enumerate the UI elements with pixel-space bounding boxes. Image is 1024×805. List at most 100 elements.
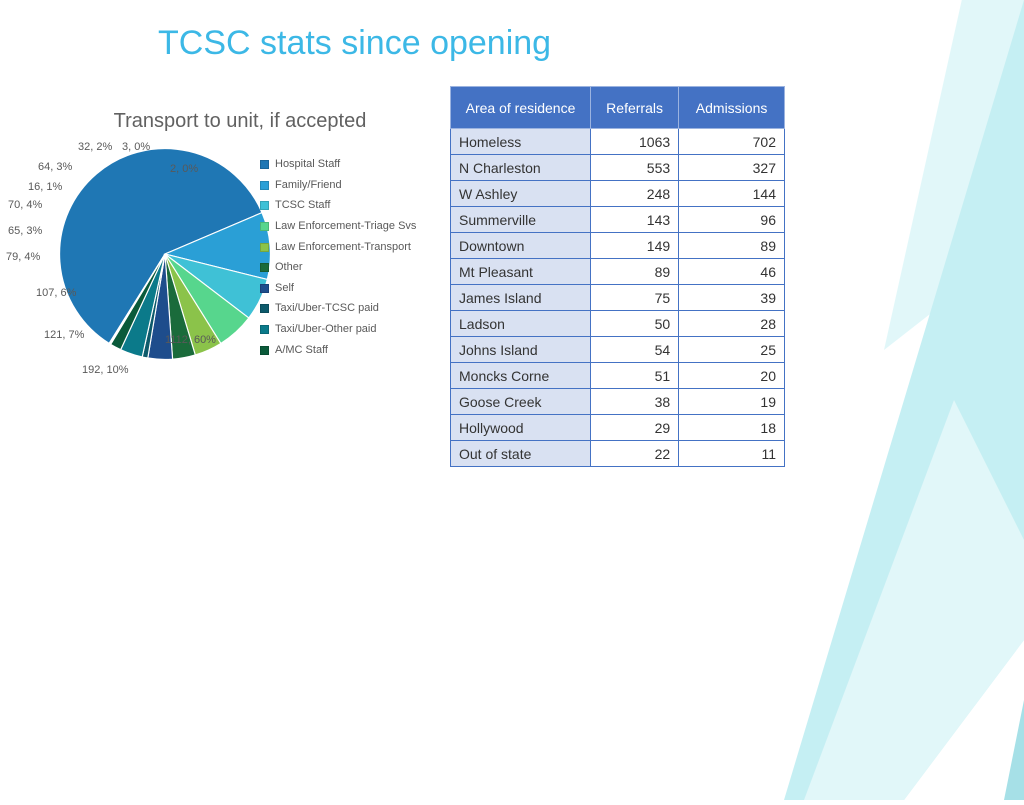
page-title: TCSC stats since opening	[158, 24, 551, 63]
legend-swatch	[260, 346, 269, 355]
legend-item: Law Enforcement-Triage Svs	[260, 220, 445, 233]
legend-swatch	[260, 284, 269, 293]
table-cell: 144	[679, 181, 785, 207]
table-row: Hollywood2918	[451, 415, 785, 441]
legend-swatch	[260, 160, 269, 169]
data-table-region: Area of residenceReferralsAdmissions Hom…	[450, 86, 785, 467]
legend-swatch	[260, 304, 269, 313]
table-cell: 702	[679, 129, 785, 155]
legend-label: Law Enforcement-Triage Svs	[275, 220, 416, 233]
table-cell: 11	[679, 441, 785, 467]
table-row: N Charleston553327	[451, 155, 785, 181]
table-cell: 46	[679, 259, 785, 285]
legend-label: Hospital Staff	[275, 158, 340, 171]
legend-label: Taxi/Uber-TCSC paid	[275, 302, 379, 315]
table-cell: Ladson	[451, 311, 591, 337]
pie-slice-label: 107, 6%	[36, 287, 76, 299]
table-row: Goose Creek3819	[451, 389, 785, 415]
legend-label: Other	[275, 261, 303, 274]
legend-item: Law Enforcement-Transport	[260, 241, 445, 254]
legend-swatch	[260, 325, 269, 334]
pie-chart: 1112, 60%192, 10%121, 7%107, 6%79, 4%65,…	[50, 139, 280, 369]
chart-legend: Hospital Staff Family/Friend TCSC Staff Law…	[260, 158, 445, 364]
table-cell: 553	[591, 155, 679, 181]
legend-item: Taxi/Uber-Other paid	[260, 323, 445, 336]
table-cell: Mt Pleasant	[451, 259, 591, 285]
table-cell: 39	[679, 285, 785, 311]
pie-slice-label: 16, 1%	[28, 181, 62, 193]
table-row: Summerville14396	[451, 207, 785, 233]
table-cell: 29	[591, 415, 679, 441]
table-cell: Johns Island	[451, 337, 591, 363]
legend-item: Other	[260, 261, 445, 274]
legend-label: Family/Friend	[275, 179, 342, 192]
pie-slice-label: 32, 2%	[78, 141, 112, 153]
table-cell: 51	[591, 363, 679, 389]
table-row: James Island7539	[451, 285, 785, 311]
table-cell: Out of state	[451, 441, 591, 467]
legend-item: Self	[260, 282, 445, 295]
chart-title: Transport to unit, if accepted	[40, 110, 440, 133]
legend-label: A/MC Staff	[275, 344, 328, 357]
table-cell: 1063	[591, 129, 679, 155]
table-row: Ladson5028	[451, 311, 785, 337]
pie-slice-label: 70, 4%	[8, 199, 42, 211]
table-cell: 143	[591, 207, 679, 233]
table-cell: 89	[591, 259, 679, 285]
table-cell: 50	[591, 311, 679, 337]
pie-slice-label: 192, 10%	[82, 364, 128, 376]
table-cell: 96	[679, 207, 785, 233]
table-row: Downtown14989	[451, 233, 785, 259]
table-row: Moncks Corne5120	[451, 363, 785, 389]
legend-label: Taxi/Uber-Other paid	[275, 323, 377, 336]
table-cell: Summerville	[451, 207, 591, 233]
pie-slice-label: 64, 3%	[38, 161, 72, 173]
legend-swatch	[260, 243, 269, 252]
table-cell: 25	[679, 337, 785, 363]
table-cell: James Island	[451, 285, 591, 311]
table-cell: Goose Creek	[451, 389, 591, 415]
table-cell: Hollywood	[451, 415, 591, 441]
table-header-cell: Admissions	[679, 87, 785, 129]
pie-slice-label: 3, 0%	[122, 141, 150, 153]
table-cell: 22	[591, 441, 679, 467]
table-cell: 18	[679, 415, 785, 441]
table-cell: 28	[679, 311, 785, 337]
table-cell: 89	[679, 233, 785, 259]
legend-swatch	[260, 181, 269, 190]
table-cell: 19	[679, 389, 785, 415]
legend-swatch	[260, 201, 269, 210]
table-row: Homeless1063702	[451, 129, 785, 155]
table-row: Out of state2211	[451, 441, 785, 467]
table-row: Mt Pleasant8946	[451, 259, 785, 285]
table-cell: 75	[591, 285, 679, 311]
legend-item: Taxi/Uber-TCSC paid	[260, 302, 445, 315]
table-row: Johns Island5425	[451, 337, 785, 363]
table-cell: 327	[679, 155, 785, 181]
table-cell: 54	[591, 337, 679, 363]
table-cell: 149	[591, 233, 679, 259]
legend-label: Self	[275, 282, 294, 295]
pie-slice-label: 79, 4%	[6, 251, 40, 263]
pie-slice-label: 1112, 60%	[165, 334, 216, 346]
pie-slice-label: 65, 3%	[8, 225, 42, 237]
table-cell: N Charleston	[451, 155, 591, 181]
legend-item: Family/Friend	[260, 179, 445, 192]
table-row: W Ashley248144	[451, 181, 785, 207]
legend-item: A/MC Staff	[260, 344, 445, 357]
table-cell: Moncks Corne	[451, 363, 591, 389]
residence-table: Area of residenceReferralsAdmissions Hom…	[450, 86, 785, 467]
pie-slice-label: 121, 7%	[44, 329, 84, 341]
table-header-cell: Referrals	[591, 87, 679, 129]
table-cell: 38	[591, 389, 679, 415]
legend-swatch	[260, 222, 269, 231]
legend-item: TCSC Staff	[260, 199, 445, 212]
legend-swatch	[260, 263, 269, 272]
legend-label: TCSC Staff	[275, 199, 330, 212]
legend-label: Law Enforcement-Transport	[275, 241, 411, 254]
table-cell: W Ashley	[451, 181, 591, 207]
pie-slice-label: 2, 0%	[170, 163, 198, 175]
legend-item: Hospital Staff	[260, 158, 445, 171]
table-cell: Homeless	[451, 129, 591, 155]
table-header-cell: Area of residence	[451, 87, 591, 129]
